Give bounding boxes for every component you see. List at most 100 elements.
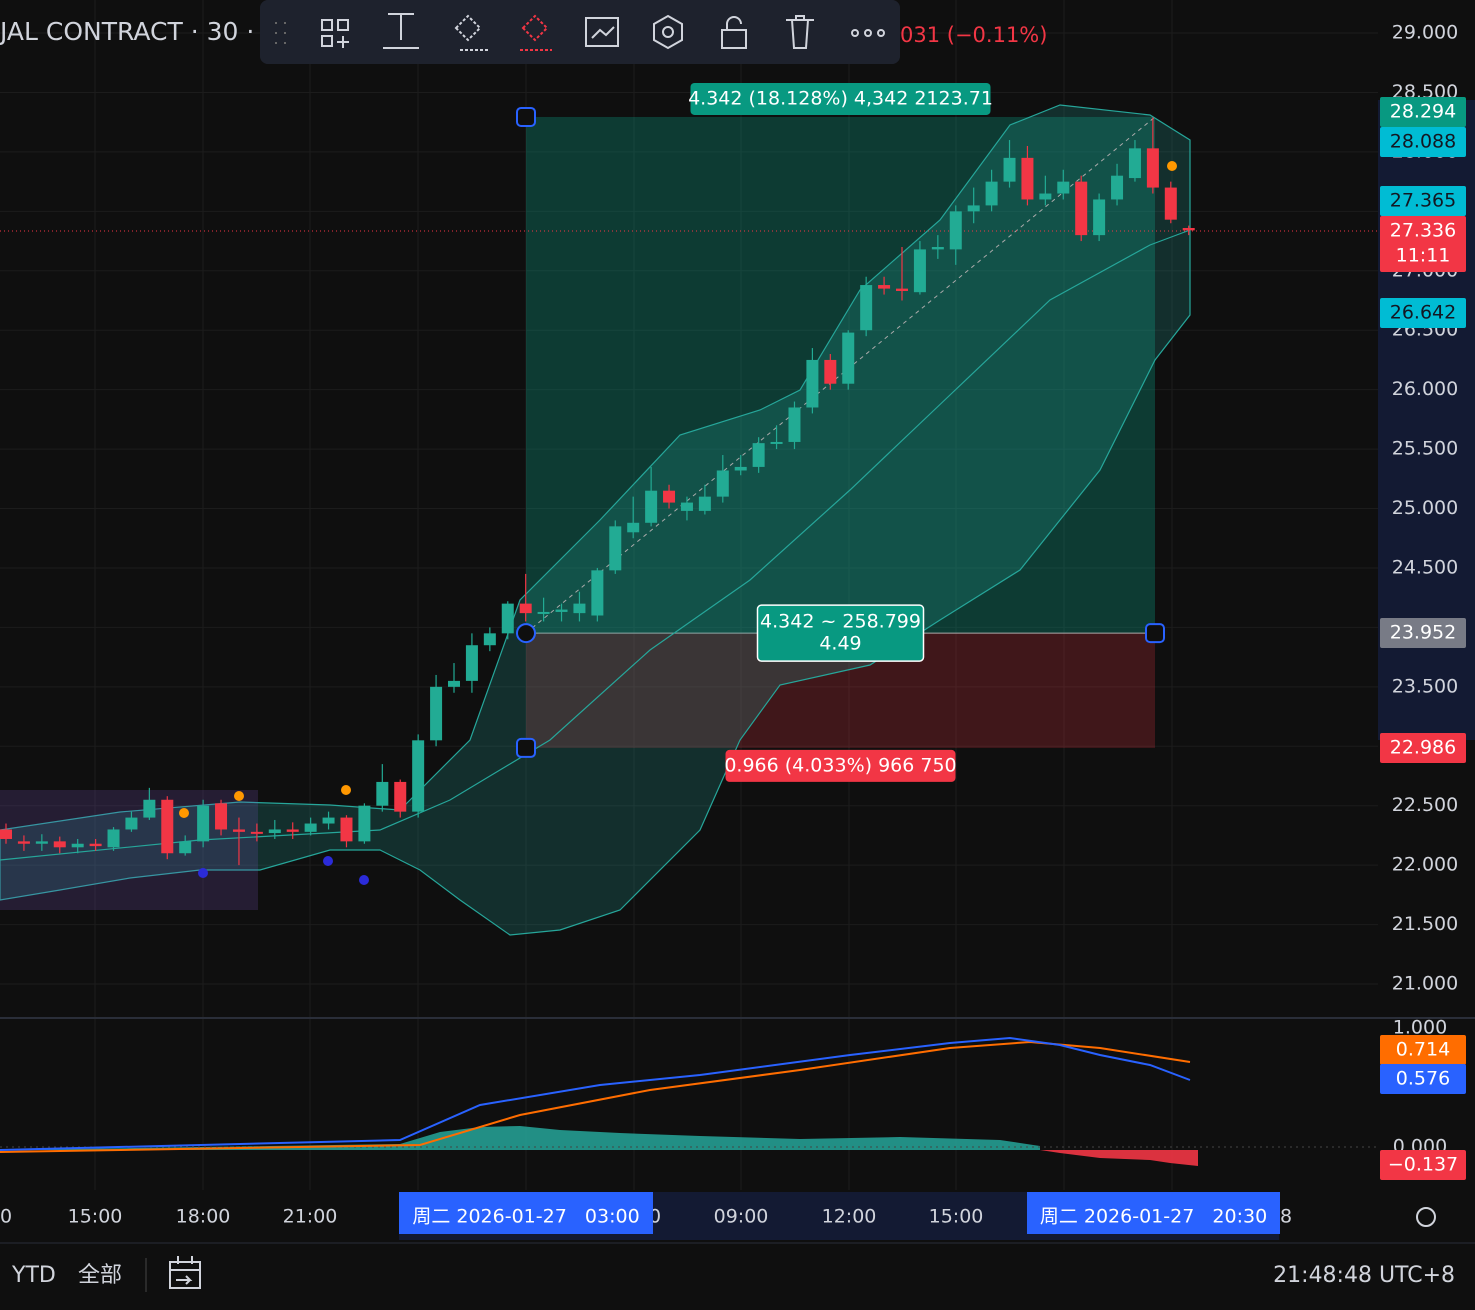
body (232, 829, 245, 832)
signal-dot (1167, 161, 1177, 171)
body (35, 841, 48, 844)
body (1093, 199, 1106, 236)
date-range-icon[interactable] (169, 1256, 201, 1289)
signal-dot (323, 856, 333, 866)
body (1003, 157, 1016, 182)
body (896, 288, 908, 291)
body (53, 841, 66, 848)
body (645, 490, 658, 523)
handle[interactable] (516, 623, 536, 644)
body (1182, 227, 1195, 231)
middle-label-box (756, 604, 925, 662)
settings-icon[interactable] (1416, 1207, 1436, 1227)
body (125, 817, 138, 830)
tool-more[interactable] (851, 29, 859, 37)
body (412, 740, 425, 812)
price-badge (1380, 618, 1466, 648)
cursor-time-box (399, 1192, 653, 1234)
tool-text[interactable] (383, 13, 419, 49)
price-badge-label: 23.952 (1390, 622, 1456, 644)
body (931, 247, 944, 250)
price-badge-label: 26.642 (1390, 302, 1456, 324)
risk-reward: 4.49 (819, 633, 861, 655)
body (1111, 175, 1124, 200)
y-tick-label: 25.500 (1392, 438, 1458, 460)
body (842, 332, 855, 384)
time-label: 8 (1280, 1206, 1292, 1228)
body (967, 205, 980, 212)
y-tick-label: 22.500 (1392, 794, 1458, 816)
range-ytd[interactable]: YTD (11, 1263, 56, 1288)
price-badge (1380, 216, 1466, 272)
handle[interactable] (516, 106, 536, 127)
time-label: 21:00 (283, 1206, 338, 1228)
time-label: 15:00 (68, 1206, 123, 1228)
tool-line-color[interactable] (454, 14, 490, 51)
body (0, 829, 12, 839)
symbol-title: JAL CONTRACT · 30 · E (0, 17, 278, 46)
body (1128, 148, 1141, 179)
macd-badge (1380, 1150, 1466, 1180)
price-badge-label: 27.365 (1390, 190, 1456, 212)
macd-badge-label: 0.576 (1396, 1068, 1450, 1090)
time-label: 18:00 (176, 1206, 231, 1228)
body (268, 829, 281, 834)
body (1146, 148, 1159, 188)
body (555, 609, 568, 612)
body (860, 285, 873, 331)
stop-label-box (725, 749, 956, 782)
signal-dot (359, 875, 369, 885)
body (501, 603, 514, 634)
tool-delete[interactable] (786, 15, 814, 49)
cursor-time-label: 周二 2026-01-27 20:30 (1040, 1206, 1267, 1228)
tool-templates[interactable] (321, 19, 349, 48)
y-tick-label: 26.000 (1392, 378, 1458, 400)
middle-label: 4.342 ~ 258.799 (760, 611, 921, 633)
body (286, 829, 299, 832)
price-badge (1380, 733, 1466, 763)
tool-settings-chart[interactable] (585, 17, 619, 47)
y-tick-label: 21.000 (1392, 973, 1458, 995)
body (430, 686, 443, 741)
body (573, 603, 586, 614)
body (627, 522, 640, 533)
body (913, 249, 926, 293)
body (698, 496, 711, 511)
macd-tick: 1.000 (1393, 1017, 1447, 1039)
body (215, 803, 228, 830)
tool-settings-dot (662, 26, 674, 38)
handle[interactable] (516, 737, 536, 758)
price-badge-label: 28.088 (1390, 131, 1456, 153)
handle[interactable] (1145, 623, 1165, 644)
cursor-time-box (1027, 1192, 1280, 1234)
body (1039, 193, 1052, 200)
price-badge-label: 28.294 (1390, 101, 1456, 123)
body (448, 680, 460, 687)
drag-handle[interactable] (275, 22, 286, 44)
body (1021, 157, 1034, 200)
clock: 21:48:48 UTC+8 (1273, 1263, 1455, 1288)
body (89, 843, 102, 847)
body (663, 490, 676, 503)
price-badge (1380, 127, 1466, 157)
tool-fill-color[interactable] (520, 14, 552, 51)
y-tick-label: 21.500 (1392, 913, 1458, 935)
macd-line (0, 1036, 1191, 1151)
body (878, 285, 891, 289)
tool-settings[interactable] (653, 14, 683, 50)
signal-dot (234, 791, 244, 801)
body (609, 526, 622, 571)
body (824, 359, 837, 384)
body (250, 831, 263, 834)
body (752, 443, 765, 467)
y-tick-label: 25.000 (1392, 497, 1458, 519)
signal-dot (179, 808, 189, 818)
target-zone (526, 116, 1155, 634)
tool-lock[interactable] (721, 16, 747, 49)
range-all[interactable]: 全部 (78, 1263, 122, 1288)
body (1164, 187, 1177, 220)
body (770, 441, 783, 444)
body (340, 817, 353, 842)
y-tick-label: 22.000 (1392, 854, 1458, 876)
time-label: 09:00 (714, 1206, 769, 1228)
